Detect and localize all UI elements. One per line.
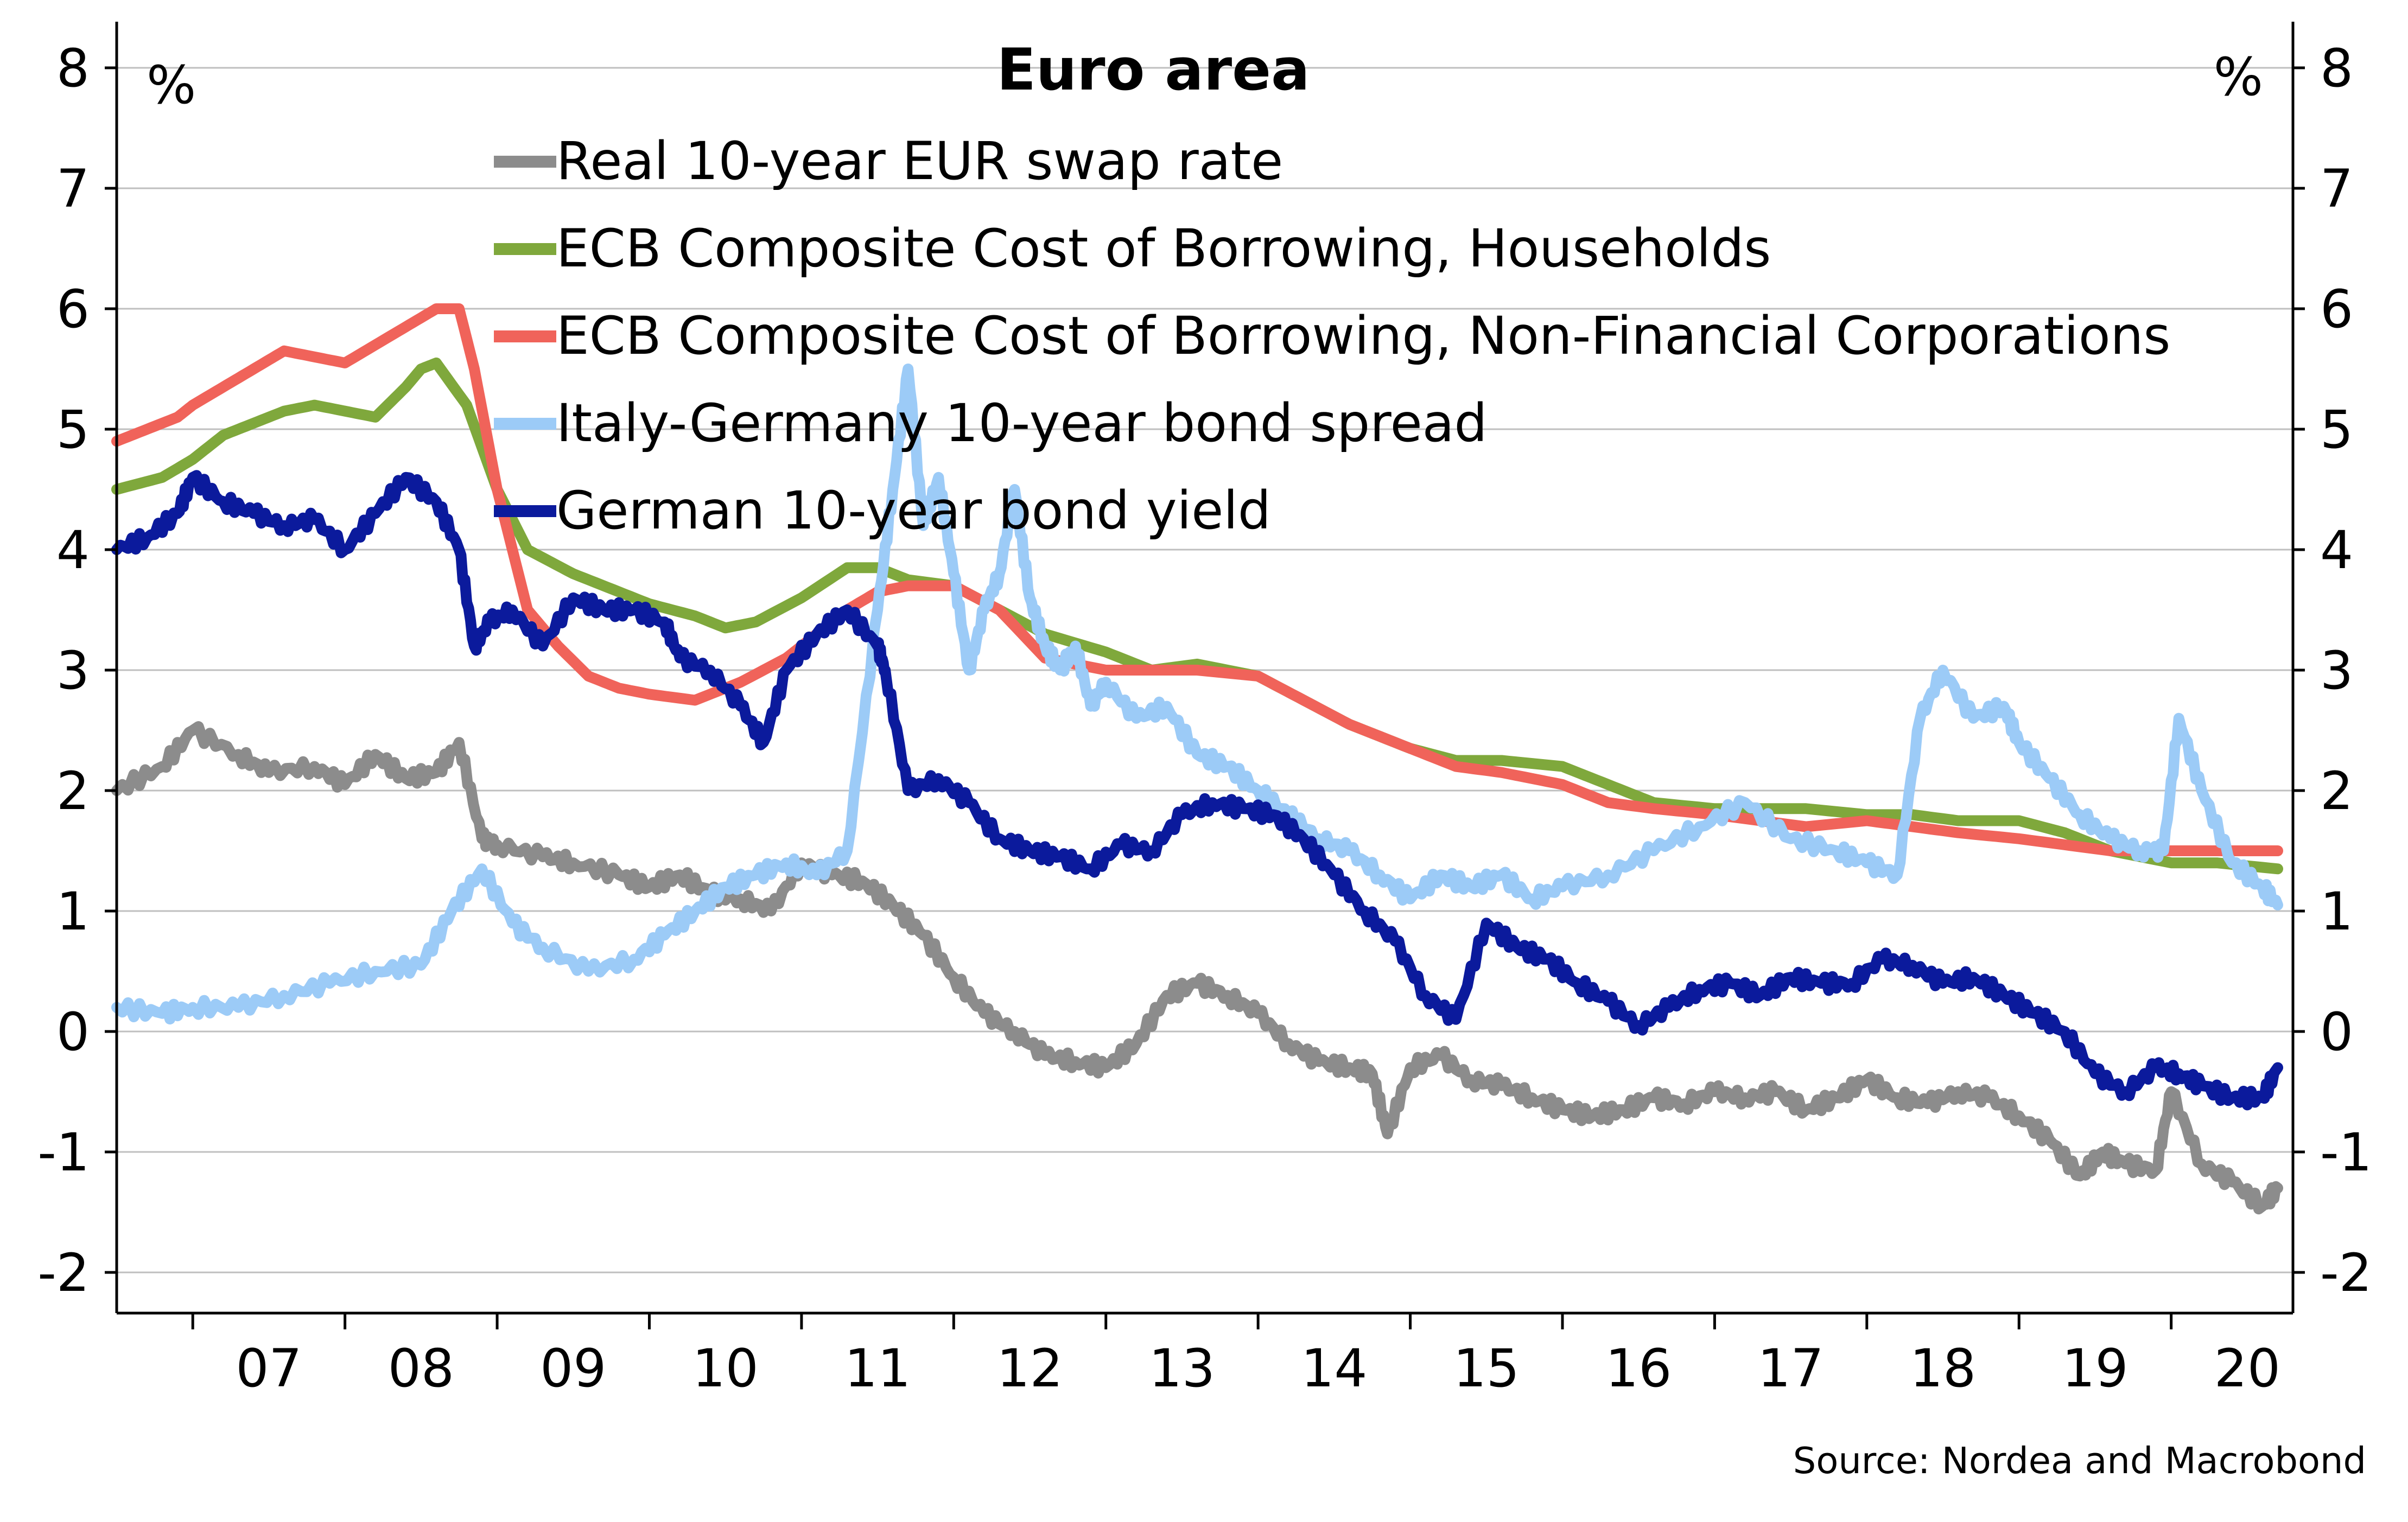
left-y-tick-label: 8 bbox=[56, 38, 90, 99]
right-y-tick-label: 3 bbox=[2320, 640, 2353, 701]
left-y-tick-label: 1 bbox=[56, 881, 90, 942]
right-y-tick-label: 1 bbox=[2320, 881, 2353, 942]
series-line bbox=[111, 470, 2283, 1111]
right-y-tick-label: 6 bbox=[2320, 279, 2353, 340]
legend-label: German 10-year bond yield bbox=[556, 480, 1271, 541]
left-y-tick-label: 3 bbox=[56, 640, 90, 701]
right-y-tick-label: -2 bbox=[2320, 1243, 2372, 1303]
legend-label: ECB Composite Cost of Borrowing, Househo… bbox=[556, 218, 1771, 279]
series-line bbox=[111, 303, 2283, 856]
right-y-tick-label: 8 bbox=[2320, 38, 2353, 99]
right-y-tick-label: 4 bbox=[2320, 520, 2353, 581]
chart-title: Euro area bbox=[996, 36, 1310, 103]
x-tick-label: 13 bbox=[1149, 1338, 1215, 1399]
left-y-tick-label: -1 bbox=[37, 1122, 90, 1183]
legend: Real 10-year EUR swap rate ECB Composite … bbox=[494, 131, 2170, 541]
x-tick-label: 10 bbox=[692, 1338, 759, 1399]
axes bbox=[105, 22, 2305, 1329]
right-y-tick-label: 2 bbox=[2320, 761, 2353, 822]
series-lines bbox=[111, 303, 2283, 1215]
left-y-tick-label: 4 bbox=[56, 520, 90, 581]
left-y-tick-label: 7 bbox=[56, 158, 90, 219]
x-tick-label: 15 bbox=[1453, 1338, 1520, 1399]
series-line bbox=[111, 364, 2283, 1025]
x-tick-label: 07 bbox=[236, 1338, 302, 1399]
legend-label: Real 10-year EUR swap rate bbox=[556, 131, 1283, 192]
right-y-tick-label: -1 bbox=[2320, 1122, 2372, 1183]
x-tick-label: 20 bbox=[2214, 1338, 2280, 1399]
x-tick-label: 19 bbox=[2062, 1338, 2128, 1399]
right-y-tick-label: 0 bbox=[2320, 1002, 2353, 1062]
x-tick-label: 08 bbox=[388, 1338, 454, 1399]
series-line bbox=[111, 721, 2283, 1215]
source-note: Source: Nordea and Macrobond bbox=[1793, 1440, 2366, 1482]
right-unit-label: % bbox=[2214, 47, 2263, 107]
x-tick-label: 18 bbox=[1910, 1338, 1976, 1399]
x-tick-label: 14 bbox=[1301, 1338, 1367, 1399]
left-y-tick-label: 0 bbox=[56, 1002, 90, 1062]
left-y-tick-label: 5 bbox=[56, 399, 90, 460]
left-unit-label: % bbox=[147, 55, 196, 116]
legend-label: Italy-Germany 10-year bond spread bbox=[556, 393, 1487, 454]
tick-labels: 8 87 76 65 54 43 32 21 10 0-1 -1-2 -207 08 09 10 11 12 13… bbox=[37, 38, 2372, 1399]
x-tick-label: 12 bbox=[996, 1338, 1063, 1399]
left-y-tick-label: 2 bbox=[56, 761, 90, 822]
x-tick-label: 11 bbox=[844, 1338, 911, 1399]
x-tick-label: 17 bbox=[1758, 1338, 1824, 1399]
gridlines bbox=[117, 67, 2293, 1273]
legend-label: ECB Composite Cost of Borrowing, Non-Fin… bbox=[556, 305, 2170, 366]
right-y-tick-label: 7 bbox=[2320, 158, 2353, 219]
left-y-tick-label: 6 bbox=[56, 279, 90, 340]
x-tick-label: 16 bbox=[1605, 1338, 1672, 1399]
left-y-tick-label: -2 bbox=[37, 1243, 90, 1303]
x-tick-label: 09 bbox=[540, 1338, 606, 1399]
right-y-tick-label: 5 bbox=[2320, 399, 2353, 460]
